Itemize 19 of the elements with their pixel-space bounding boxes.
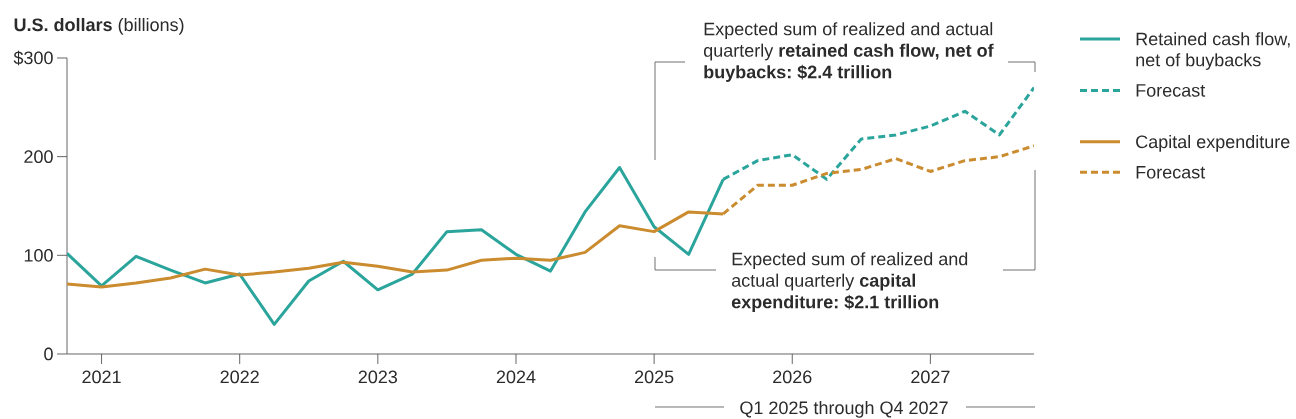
x-tick-label: 2023	[358, 370, 398, 384]
annotation: Expected sum of realized and actual quarterly retained cash flow, net of buybacks: $2.4 trillion	[703, 22, 994, 82]
x-tick-label: 2025	[635, 370, 674, 384]
y-tick-label: $300	[13, 50, 53, 66]
x-tick-label: 2026	[773, 370, 812, 384]
x-tick-label: 2024	[496, 370, 536, 384]
legend-label: Forecast	[1136, 84, 1206, 97]
text: Q1 2025 through Q4 2027	[740, 400, 948, 418]
x-tick-label: 2027	[911, 370, 950, 384]
y-tick-label: 200	[24, 150, 53, 164]
x-tick-label: 2021	[82, 370, 121, 384]
annotation: Expected sum of realized and actual quarterly capital expenditure: $2.1 trillion	[731, 252, 968, 312]
y-axis-title: U.S. dollars (billions)	[14, 17, 184, 35]
y-tick-label: 0	[44, 347, 53, 361]
legend-label: Retained cash flow, net of buybacks	[1136, 32, 1290, 70]
legend-label: Forecast	[1136, 166, 1206, 179]
x-tick-label: 2022	[220, 370, 259, 384]
y-tick-label: 100	[24, 248, 53, 262]
legend-label: Capital expenditure	[1136, 134, 1290, 152]
